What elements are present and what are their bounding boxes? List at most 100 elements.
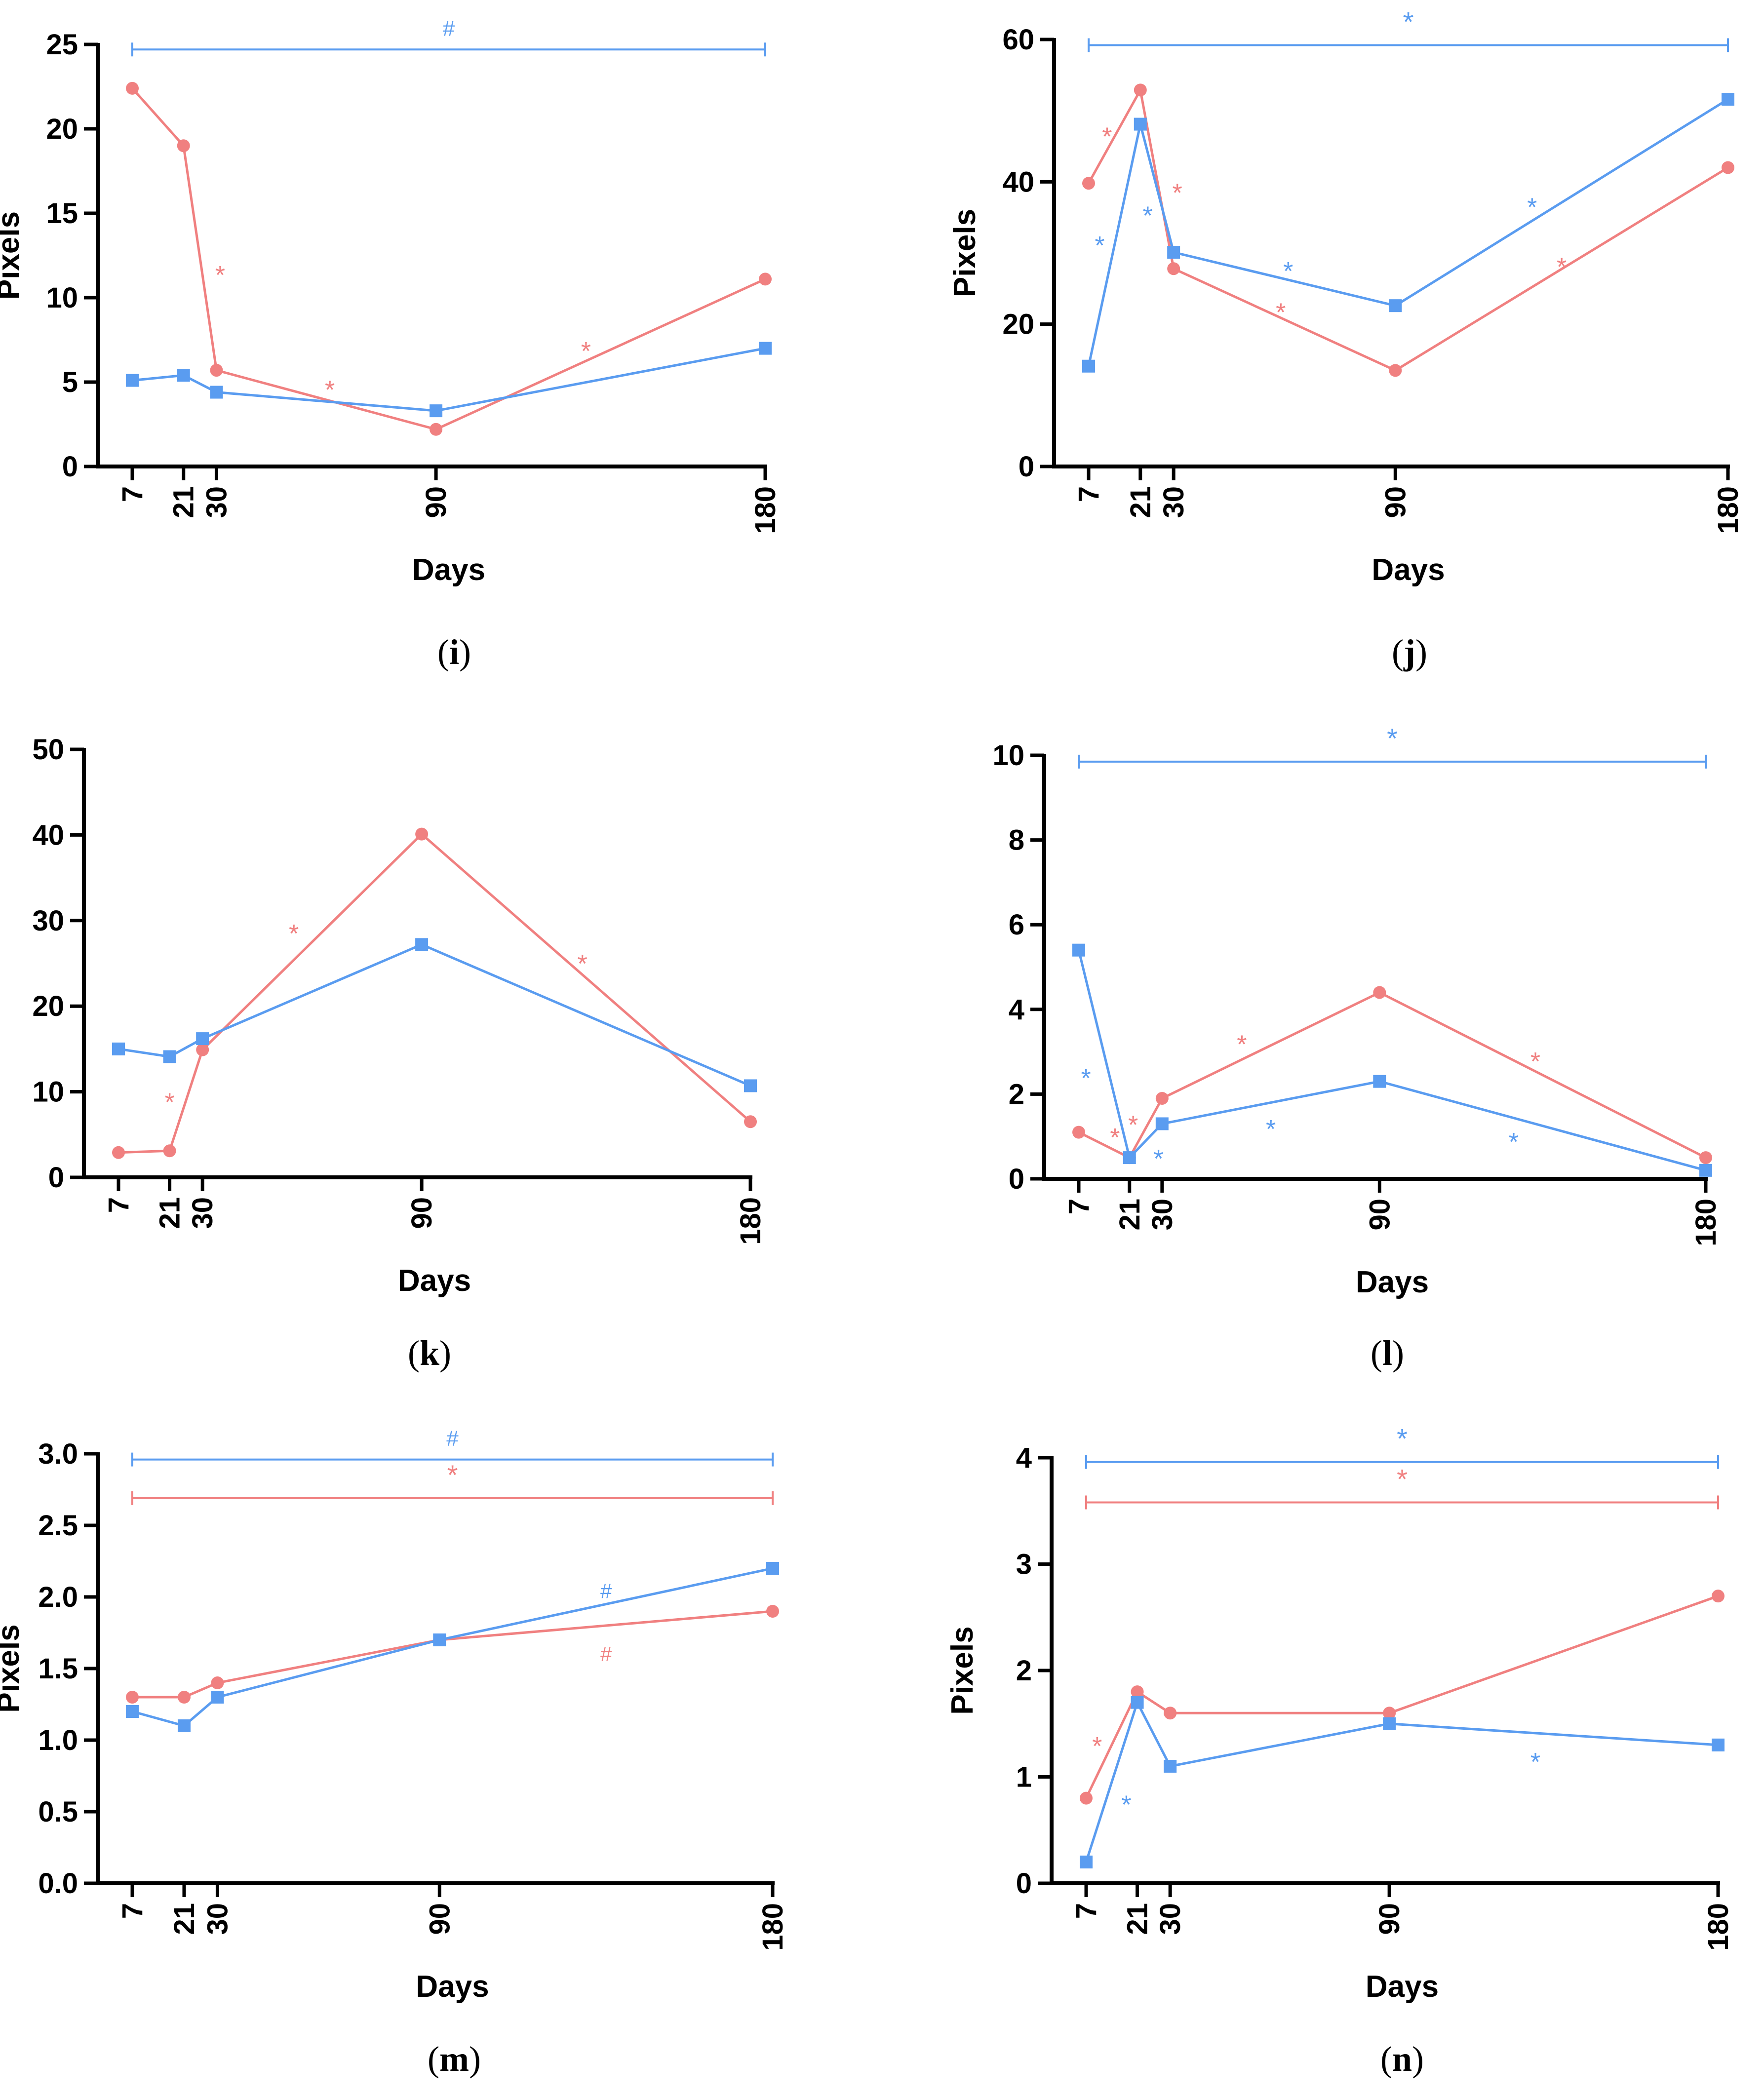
data-point-blue	[1699, 1164, 1712, 1177]
significance-mark: *	[1557, 253, 1567, 281]
y-axis-title: Pixels	[0, 211, 26, 300]
y-tick-label: 4	[1016, 1442, 1032, 1474]
data-point-red	[766, 1605, 779, 1618]
data-point-red	[211, 1676, 224, 1689]
series-line-red	[1078, 991, 1707, 1160]
significance-mark: *	[1276, 299, 1286, 327]
y-tick-label: 0	[1016, 1867, 1032, 1900]
y-tick-label: 3	[1016, 1549, 1032, 1581]
y-tick-label: 1	[1016, 1761, 1032, 1793]
significance-mark: #	[600, 1642, 612, 1666]
x-tick-label: 30	[200, 486, 233, 518]
data-point-blue	[177, 369, 190, 382]
y-tick-label: 0	[48, 1162, 64, 1194]
y-tick-label: 20	[1002, 309, 1034, 341]
data-point-blue	[433, 1633, 446, 1646]
data-point-blue	[196, 1032, 209, 1046]
significance-mark: *	[164, 1088, 174, 1117]
data-point-red	[759, 272, 772, 286]
bracket-mark: *	[1387, 723, 1398, 754]
significance-mark: *	[1283, 257, 1293, 286]
panel-label: (m)	[428, 2039, 481, 2079]
x-tick-label: 30	[1154, 1903, 1186, 1935]
series-line-blue	[1077, 950, 1706, 1172]
data-point-blue	[112, 1042, 125, 1055]
data-point-red	[1134, 83, 1147, 97]
y-tick-label: 20	[32, 990, 64, 1022]
x-tick-label: 90	[420, 486, 452, 518]
significance-mark: *	[289, 920, 299, 948]
panel-letter: l	[1382, 1333, 1392, 1373]
significance-mark: *	[578, 950, 588, 978]
data-point-blue	[1722, 93, 1734, 106]
panel-letter: j	[1403, 632, 1415, 672]
y-tick-label: 2	[1009, 1078, 1024, 1110]
panel-m: 0.0 0.5 1.0 1.5 2.0 2.5 3.0 7 21 30 90 180 Days Pixel…	[0, 1427, 789, 2079]
data-point-red	[1072, 1126, 1085, 1139]
series-line-red	[118, 832, 751, 1154]
data-point-red	[126, 81, 139, 95]
significance-mark: *	[1509, 1128, 1519, 1157]
significance-mark: *	[1153, 1145, 1163, 1173]
y-axis-title: Pixels	[948, 209, 982, 297]
data-point-red	[1164, 1707, 1177, 1720]
significance-mark: *	[1092, 1732, 1102, 1761]
data-point-red	[1389, 364, 1402, 377]
series-line-blue	[132, 347, 766, 412]
significance-mark: *	[215, 261, 225, 290]
significance-mark: *	[1527, 193, 1537, 222]
bracket-mark: #	[443, 16, 455, 40]
x-tick-label: 30	[187, 1197, 219, 1229]
x-tick-label: 21	[168, 486, 200, 518]
y-tick-label: 25	[46, 29, 78, 61]
data-point-blue	[126, 374, 139, 387]
data-point-blue	[766, 1562, 779, 1575]
data-point-red	[177, 1691, 191, 1704]
x-axis-title: Days	[416, 1970, 489, 2004]
series-line-red	[1087, 86, 1729, 372]
y-tick-label: 0.5	[38, 1796, 78, 1828]
data-point-blue	[210, 386, 223, 399]
data-point-red	[112, 1146, 125, 1159]
x-tick-label: 90	[406, 1197, 438, 1229]
significance-mark: *	[1110, 1124, 1120, 1152]
x-tick-label: 21	[154, 1197, 186, 1229]
x-axis-title: Days	[412, 553, 485, 587]
x-tick-label: 7	[1073, 486, 1105, 502]
data-point-red	[1167, 262, 1180, 275]
data-point-blue	[126, 1705, 139, 1718]
x-tick-label: 90	[1373, 1903, 1406, 1935]
y-tick-label: 1.5	[38, 1653, 78, 1685]
significance-mark: *	[325, 376, 335, 405]
significance-mark: *	[1173, 179, 1182, 208]
data-point-blue	[1373, 1075, 1386, 1088]
panel-l: 0 2 4 6 8 10 7 21 30 90 180 Days * * * * * * * * * (l)	[992, 723, 1722, 1373]
y-tick-label: 2.0	[38, 1581, 78, 1613]
data-point-red	[1082, 177, 1095, 190]
y-tick-label: 1.0	[38, 1724, 78, 1756]
y-tick-label: 20	[46, 113, 78, 145]
significance-mark: *	[1266, 1115, 1276, 1144]
panel-label: (k)	[408, 1333, 451, 1373]
x-axis-title: Days	[398, 1264, 471, 1298]
x-tick-label: 21	[168, 1903, 200, 1935]
significance-mark: *	[581, 337, 591, 366]
x-tick-label: 21	[1125, 486, 1157, 518]
data-point-red	[1155, 1091, 1169, 1105]
significance-mark: *	[1121, 1790, 1131, 1819]
y-tick-label: 3.0	[38, 1438, 78, 1470]
x-tick-label: 7	[1070, 1903, 1102, 1919]
y-tick-label: 50	[32, 734, 64, 766]
y-tick-label: 0.0	[38, 1867, 78, 1900]
y-tick-label: 40	[32, 819, 64, 851]
series-line-blue	[1087, 98, 1729, 367]
data-point-blue	[415, 938, 429, 951]
data-point-blue	[759, 342, 772, 355]
x-tick-label: 90	[1379, 486, 1411, 518]
data-point-red	[744, 1115, 757, 1128]
x-tick-label: 180	[749, 486, 782, 534]
x-axis-title: Days	[1372, 553, 1445, 587]
series-line-blue	[118, 943, 751, 1087]
bracket-mark: *	[1397, 1423, 1408, 1454]
